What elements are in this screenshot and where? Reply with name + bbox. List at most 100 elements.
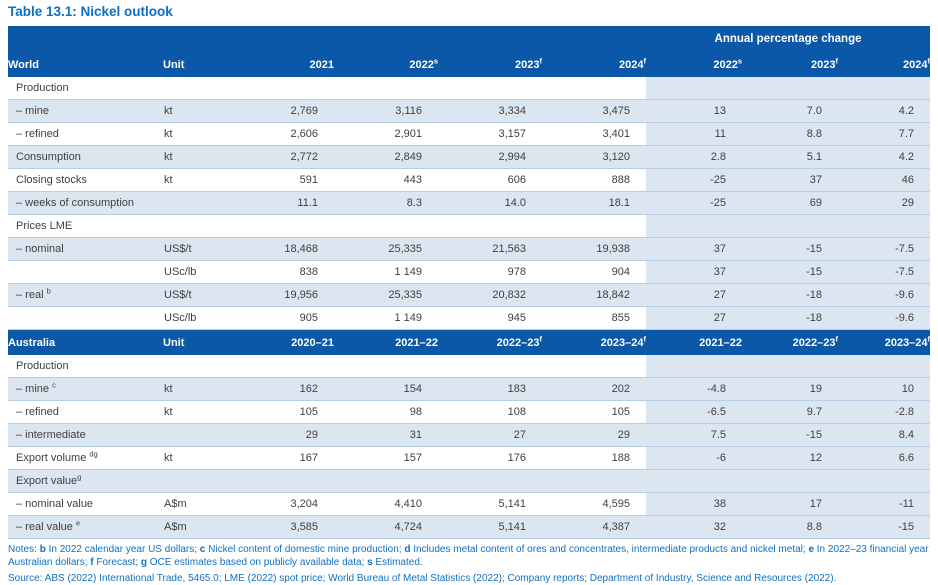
pct-cell: 8.8 xyxy=(742,122,838,146)
value-cell: 162 xyxy=(230,377,334,401)
pct-cell: 37 xyxy=(646,237,742,261)
pct-cell: 19 xyxy=(742,377,838,401)
pct-cell: 8.8 xyxy=(742,515,838,539)
note-marker: d xyxy=(404,544,411,555)
value-cell: 202 xyxy=(542,377,646,401)
unit-cell: kt xyxy=(163,400,230,424)
note-marker: c xyxy=(199,544,206,555)
table-row: – intermediate 29 31 27 29 7.5 -15 8.4 xyxy=(8,423,931,447)
unit-cell: kt xyxy=(163,122,230,146)
australia-body: Production – mine c kt 162 154 183 202 -4.8 19 10… xyxy=(8,355,931,539)
column-header-unit: Unit xyxy=(163,52,230,77)
pct-cell: 10 xyxy=(838,377,931,401)
pct-cell: 17 xyxy=(742,492,838,516)
row-label: – nominal xyxy=(8,237,163,261)
pct-cell: -9.6 xyxy=(838,283,931,307)
value-cell: 3,475 xyxy=(542,99,646,123)
pct-cell: 9.7 xyxy=(742,400,838,424)
table-title: Table 13.1: Nickel outlook xyxy=(8,4,173,19)
header-band-blank xyxy=(8,26,646,52)
pct-block-cell xyxy=(646,355,931,378)
column-header-year: 2024f xyxy=(542,52,646,77)
value-cell: 27 xyxy=(438,423,542,447)
value-cell: 888 xyxy=(542,168,646,192)
table-row: – nominal value A$m 3,204 4,410 5,141 4,595 38… xyxy=(8,492,931,516)
pct-cell: -2.8 xyxy=(838,400,931,424)
unit-cell: kt xyxy=(163,446,230,470)
table-row: – mine kt 2,769 3,116 3,334 3,475 13 7.0 4.2 xyxy=(8,99,931,123)
value-cell: 157 xyxy=(334,446,438,470)
note-text: Nickel content of domestic mine producti… xyxy=(205,544,405,555)
value-cell: 3,401 xyxy=(542,122,646,146)
value-cell: 4,595 xyxy=(542,492,646,516)
pct-cell: 32 xyxy=(646,515,742,539)
pct-cell: -15 xyxy=(742,260,838,284)
world-header: Annual percentage change World Unit 2021 202… xyxy=(8,26,931,77)
unit-cell: A$m xyxy=(163,515,230,539)
pct-cell: 27 xyxy=(646,306,742,330)
column-header-pct-year: 2022–23f xyxy=(742,329,838,355)
value-cell: 855 xyxy=(542,306,646,330)
value-cell: 176 xyxy=(438,446,542,470)
value-cell: 3,116 xyxy=(334,99,438,123)
unit-cell: kt xyxy=(163,377,230,401)
apc-band-row: Annual percentage change xyxy=(8,26,931,52)
value-cell: 20,832 xyxy=(438,283,542,307)
table-row: – refined kt 105 98 108 105 -6.5 9.7 -2.8 xyxy=(8,400,931,424)
value-cell: 31 xyxy=(334,423,438,447)
value-cell: 21,563 xyxy=(438,237,542,261)
note-marker: e xyxy=(808,544,814,555)
section-row: Prices LME xyxy=(8,214,931,238)
value-cell: 4,387 xyxy=(542,515,646,539)
pct-cell: 37 xyxy=(646,260,742,284)
pct-cell: 4.2 xyxy=(838,145,931,169)
pct-block-cell xyxy=(646,77,931,100)
unit-cell: kt xyxy=(163,168,230,192)
value-cell: 11.1 xyxy=(230,191,334,215)
column-header-year: 2021–22 xyxy=(334,329,438,355)
column-header-year: 2020–21 xyxy=(230,329,334,355)
australia-columns-row: Australia Unit 2020–21 2021–22 2022–23f 2023–… xyxy=(8,329,931,355)
value-cell: 29 xyxy=(230,423,334,447)
column-header-year: 2023–24f xyxy=(542,329,646,355)
section-row: Export valueg xyxy=(8,469,931,493)
section-row: Production xyxy=(8,77,931,100)
table-row: Export volume dg kt 167 157 176 188 -6 12 6.6 xyxy=(8,446,931,470)
pct-cell: -6.5 xyxy=(646,400,742,424)
apc-header: Annual percentage change xyxy=(646,26,931,52)
value-cell: 14.0 xyxy=(438,191,542,215)
value-cell: 1 149 xyxy=(334,260,438,284)
column-header-unit: Unit xyxy=(163,329,230,355)
column-header-australia: Australia xyxy=(8,329,163,355)
value-cell: 19,938 xyxy=(542,237,646,261)
value-cell: 978 xyxy=(438,260,542,284)
row-label: – real value e xyxy=(8,515,163,539)
value-cell: 188 xyxy=(542,446,646,470)
unit-cell: US$/t xyxy=(163,237,230,261)
table-row: – nominal US$/t 18,468 25,335 21,563 19,938 37… xyxy=(8,237,931,261)
pct-cell: 2.8 xyxy=(646,145,742,169)
pct-cell: 69 xyxy=(742,191,838,215)
pct-cell: -15 xyxy=(742,237,838,261)
note-text: Estimated. xyxy=(372,557,423,568)
note-text: Forecast; xyxy=(93,557,141,568)
unit-cell xyxy=(163,191,230,215)
table-row: Closing stocks kt 591 443 606 888 -25 37 46 xyxy=(8,168,931,192)
table-row: – weeks of consumption 11.1 8.3 14.0 18.1 -25… xyxy=(8,191,931,215)
table-row: – real b US$/t 19,956 25,335 20,832 18,842 27-… xyxy=(8,283,931,307)
value-cell: 105 xyxy=(542,400,646,424)
pct-cell: 29 xyxy=(838,191,931,215)
pct-cell: -7.5 xyxy=(838,260,931,284)
value-cell: 105 xyxy=(230,400,334,424)
unit-cell: USc/lb xyxy=(163,306,230,330)
nickel-outlook-table: Annual percentage change World Unit 2021 202… xyxy=(8,26,931,539)
section-label: Prices LME xyxy=(8,214,646,238)
value-cell: 167 xyxy=(230,446,334,470)
pct-cell: 5.1 xyxy=(742,145,838,169)
column-header-pct-year: 2022s xyxy=(646,52,742,77)
column-header-world: World xyxy=(8,52,163,77)
row-label: – refined xyxy=(8,400,163,424)
row-label xyxy=(8,260,163,284)
unit-cell: US$/t xyxy=(163,283,230,307)
